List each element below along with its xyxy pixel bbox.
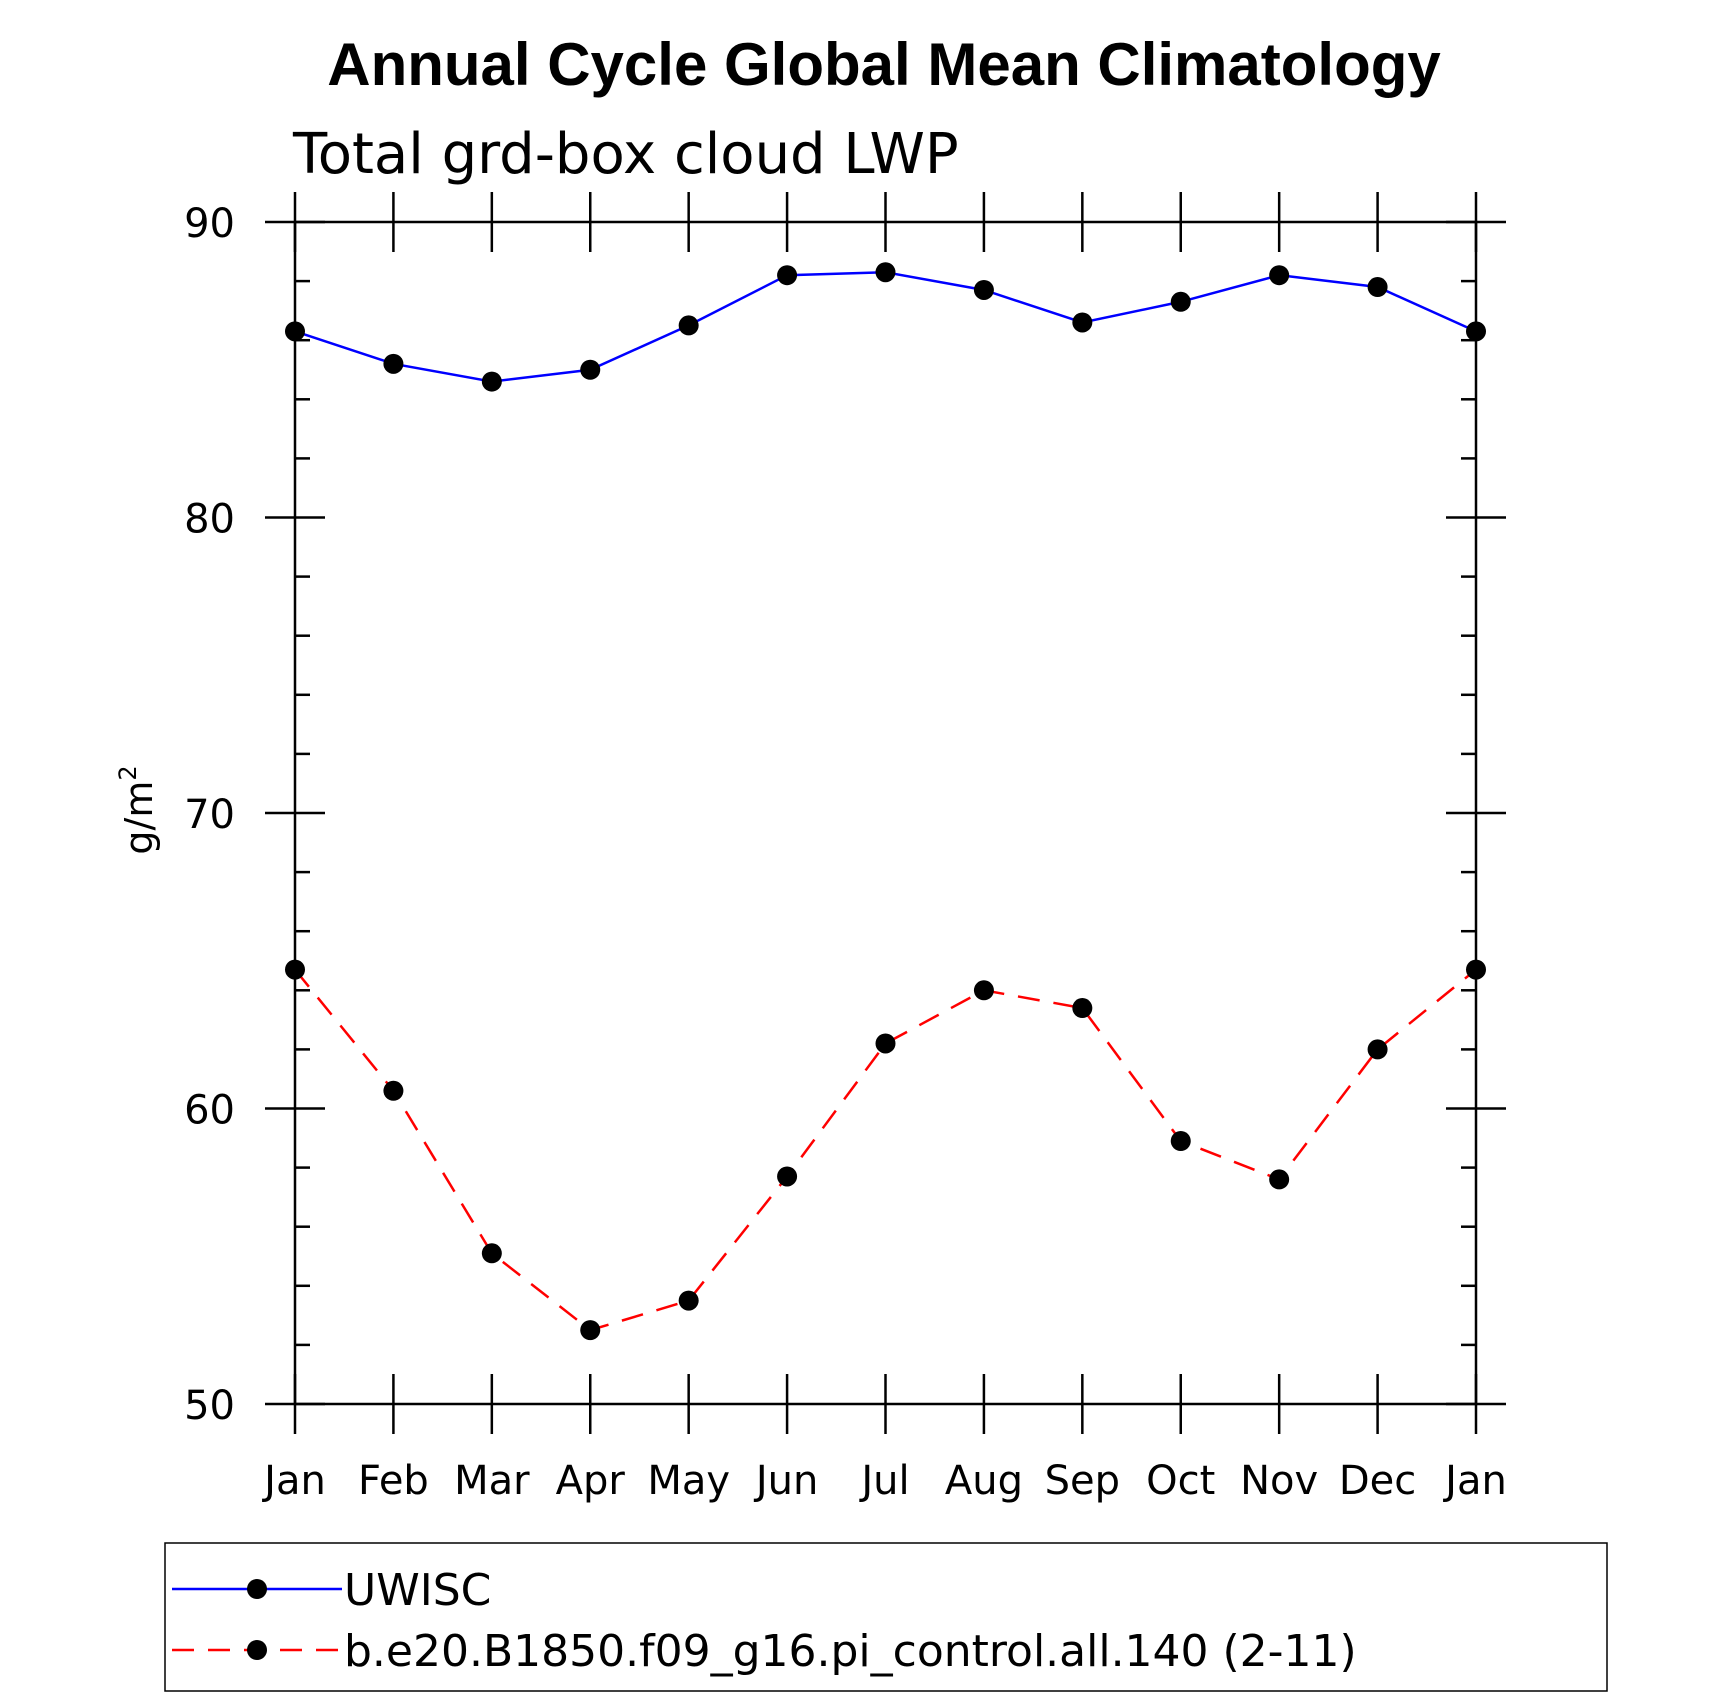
series-1-point bbox=[1269, 265, 1290, 286]
series-1-point bbox=[481, 371, 502, 392]
x-tick-label: Mar bbox=[454, 1458, 530, 1504]
x-tick-label: Dec bbox=[1339, 1458, 1416, 1504]
x-tick-label: Feb bbox=[358, 1458, 429, 1504]
x-tick-label: Aug bbox=[945, 1458, 1023, 1504]
series-2-point bbox=[1170, 1131, 1191, 1152]
x-tick-label: Jan bbox=[261, 1458, 326, 1504]
series-2-point bbox=[678, 1290, 699, 1311]
series-1-point bbox=[580, 359, 601, 380]
series-2-point bbox=[481, 1243, 502, 1264]
x-tick-label: Jan bbox=[1442, 1458, 1507, 1504]
series-1-point bbox=[777, 265, 798, 286]
y-axis-label: g/m2 bbox=[114, 765, 161, 854]
series-1-point bbox=[1466, 321, 1486, 342]
chart-subtitle: Total grd-box cloud LWP bbox=[292, 122, 959, 187]
series-2-point bbox=[1072, 998, 1093, 1019]
series-markers bbox=[285, 262, 1486, 1341]
y-tick-label: 70 bbox=[184, 792, 235, 838]
series-1-point bbox=[383, 353, 404, 374]
chart-title: Annual Cycle Global Mean Climatology bbox=[327, 31, 1441, 98]
series-1-point bbox=[1170, 291, 1191, 312]
y-tick-label: 60 bbox=[184, 1088, 235, 1134]
series-line-2 bbox=[294, 968, 1477, 1332]
legend-label-2: b.e20.B1850.f09_g16.pi_control.all.140 (… bbox=[344, 1626, 1357, 1677]
x-tick-label: May bbox=[647, 1458, 730, 1504]
plot-frame bbox=[293, 220, 1478, 1406]
series-2-point bbox=[1466, 959, 1486, 980]
series-1-point bbox=[875, 262, 896, 283]
series-2-point bbox=[1367, 1039, 1388, 1060]
x-tick-label: Apr bbox=[556, 1458, 626, 1504]
series-1-point bbox=[973, 279, 994, 300]
series-2-point bbox=[580, 1320, 601, 1341]
y-tick-label: 50 bbox=[184, 1383, 235, 1429]
series-2-point bbox=[285, 959, 305, 980]
y-tick-label: 80 bbox=[184, 497, 235, 543]
x-tick-label: Jun bbox=[753, 1458, 819, 1504]
x-tick-label: Sep bbox=[1045, 1458, 1120, 1504]
series-lines bbox=[294, 270, 1477, 1332]
legend-box bbox=[164, 1542, 1608, 1692]
x-tick-label: Oct bbox=[1146, 1458, 1215, 1504]
x-axis: Jan Feb Mar Apr May Jun Jul Aug Sep Oct Nov Dec Jan bbox=[261, 192, 1507, 1504]
series-2-point bbox=[1269, 1169, 1290, 1190]
series-1-point bbox=[1072, 312, 1093, 333]
series-1-point bbox=[678, 315, 699, 336]
series-2-point bbox=[875, 1033, 896, 1054]
x-tick-label: Nov bbox=[1240, 1458, 1318, 1504]
y-axis: 50 60 70 80 90 bbox=[184, 201, 1506, 1429]
series-1-point bbox=[1367, 277, 1388, 298]
y-axis-label-exponent: 2 bbox=[114, 765, 142, 780]
x-tick-label: Jul bbox=[858, 1458, 909, 1504]
legend-label-1: UWISC bbox=[344, 1565, 491, 1616]
series-2-point bbox=[777, 1166, 798, 1187]
legend-marker-1 bbox=[247, 1579, 267, 1599]
series-2-point bbox=[383, 1080, 404, 1101]
legend-marker-2 bbox=[247, 1640, 267, 1660]
y-axis-label-unit: g/m bbox=[117, 781, 161, 855]
series-line-1 bbox=[294, 270, 1477, 383]
series-1-point bbox=[285, 321, 305, 342]
legend: UWISC b.e20.B1850.f09_g16.pi_control.all.… bbox=[172, 1565, 1357, 1677]
series-2-point bbox=[973, 980, 994, 1001]
y-tick-label: 90 bbox=[184, 201, 235, 247]
